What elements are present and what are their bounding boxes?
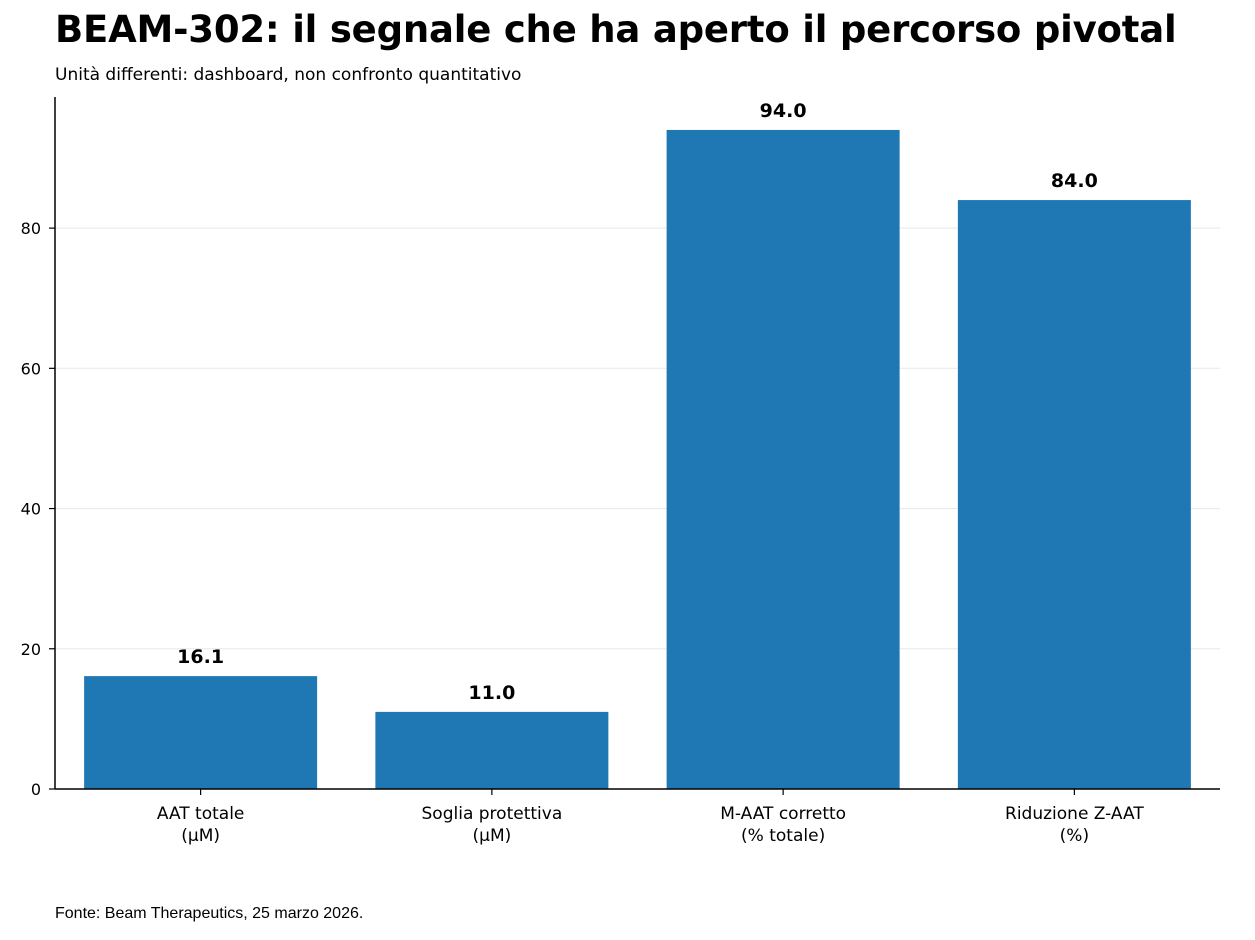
bar-value-label: 16.1	[177, 646, 224, 668]
x-tick-label-line: (µM)	[181, 826, 220, 846]
bar-value-label: 84.0	[1051, 170, 1098, 192]
bar	[375, 711, 609, 789]
bar	[957, 200, 1191, 789]
x-tick-label-line: (µM)	[473, 826, 512, 846]
y-tick-label: 60	[21, 359, 41, 378]
x-tick-label: Soglia protettiva (µM)	[422, 804, 563, 846]
x-tick-label-line: (% totale)	[741, 826, 825, 846]
bar-value-label: 94.0	[760, 100, 807, 122]
x-tick-label-line: AAT totale	[157, 804, 245, 824]
y-tick-label: 20	[21, 640, 41, 659]
chart-subtitle: Unità differenti: dashboard, non confron…	[55, 65, 522, 85]
bar	[666, 129, 900, 789]
x-tick-label: AAT totale (µM)	[157, 804, 245, 846]
x-tick-label-line: Riduzione Z-AAT	[1005, 804, 1144, 824]
x-tick-label-line: Soglia protettiva	[422, 804, 563, 824]
bar	[84, 676, 318, 789]
y-tick-label: 0	[31, 780, 41, 799]
chart-title: BEAM-302: il segnale che ha aperto il pe…	[55, 8, 1177, 51]
bar-value-label: 11.0	[468, 682, 515, 704]
x-tick-label: M-AAT corretto (% totale)	[720, 804, 846, 846]
x-tick-label-line: M-AAT corretto	[720, 804, 846, 824]
y-tick-label: 80	[21, 219, 41, 238]
x-tick-label: Riduzione Z-AAT (%)	[1005, 804, 1144, 846]
x-tick-label-line: (%)	[1060, 826, 1089, 846]
y-tick-label: 40	[21, 500, 41, 519]
chart-source: Fonte: Beam Therapeutics, 25 marzo 2026.	[55, 905, 364, 922]
